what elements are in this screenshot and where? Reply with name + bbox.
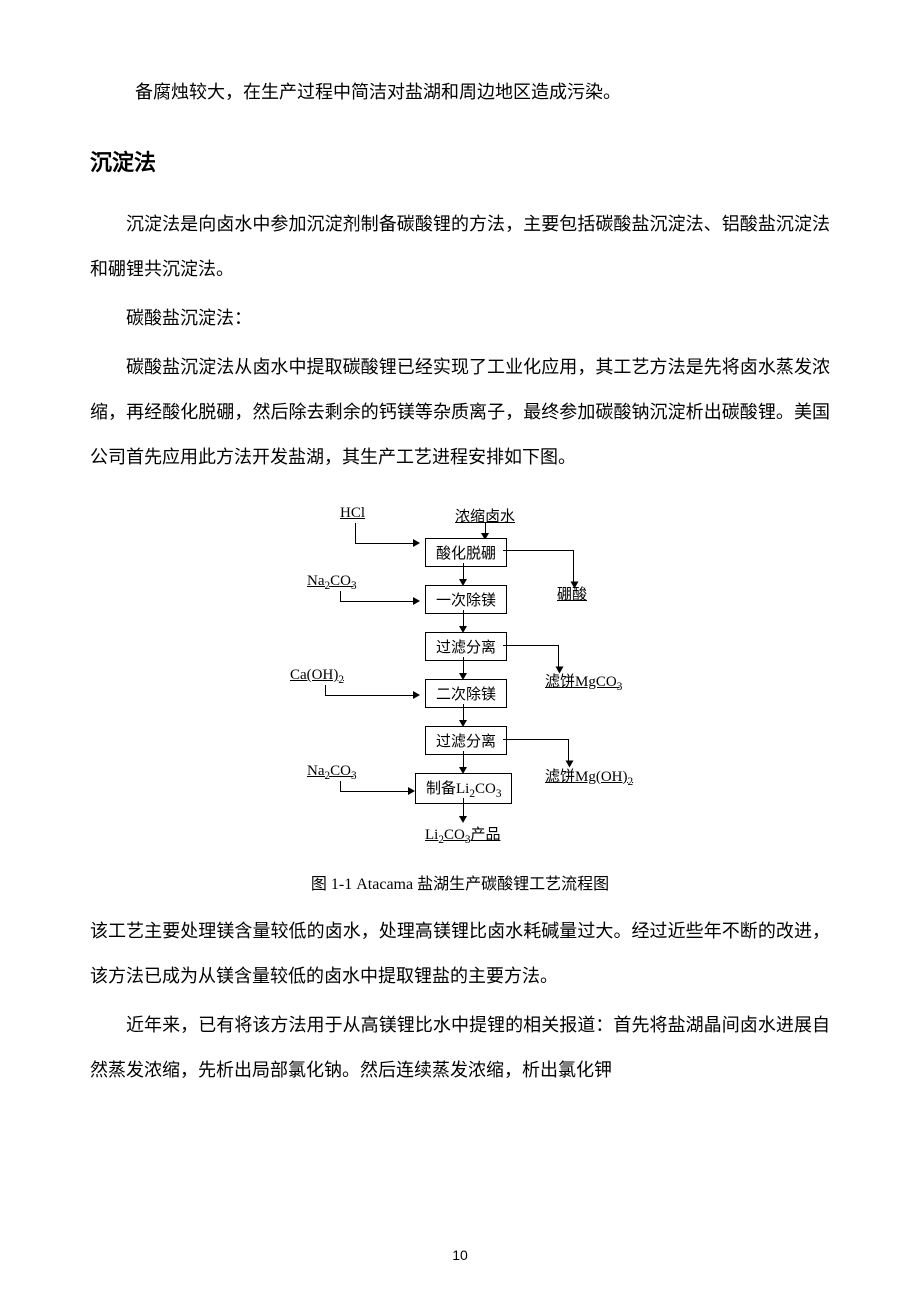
paragraph-1: 沉淀法是向卤水中参加沉淀剂制备碳酸锂的方法，主要包括碳酸盐沉淀法、铝酸盐沉淀法和… — [90, 202, 830, 292]
paragraph-3: 碳酸盐沉淀法从卤水中提取碳酸锂已经实现了工业化应用，其工艺方法是先将卤水蒸发浓缩… — [90, 345, 830, 480]
continuation-text: 备腐烛较大，在生产过程中简洁对盐湖和周边地区造成污染。 — [90, 70, 830, 115]
label-na2co3-1: Na2CO3 — [307, 573, 357, 592]
label-na2co3-2: Na2CO3 — [307, 763, 357, 782]
section-heading: 沉淀法 — [90, 145, 830, 177]
paragraph-4: 该工艺主要处理镁含量较低的卤水，处理高镁锂比卤水耗碱量过大。经过近些年不断的改进… — [90, 909, 830, 999]
paragraph-5: 近年来，已有将该方法用于从高镁锂比水中提锂的相关报道：首先将盐湖晶间卤水进展自然… — [90, 1003, 830, 1093]
box-filter-1: 过滤分离 — [425, 632, 507, 661]
label-mgoh2: 滤饼Mg(OH)2 — [545, 765, 633, 788]
label-mgco3: 滤饼MgCO3 — [545, 670, 622, 693]
label-caoh2: Ca(OH)2 — [290, 667, 344, 686]
label-hcl: HCl — [340, 505, 365, 522]
box-filter-2: 过滤分离 — [425, 726, 507, 755]
page-number: 10 — [452, 1247, 468, 1263]
label-li2co3-product: Li2CO3产品 — [425, 823, 500, 846]
box-second-mg: 二次除镁 — [425, 679, 507, 708]
box-acidify: 酸化脱硼 — [425, 538, 507, 567]
label-boric-acid: 硼酸 — [557, 583, 587, 604]
paragraph-2: 碳酸盐沉淀法： — [90, 296, 830, 341]
figure-caption: 图 1-1 Atacama 盐湖生产碳酸锂工艺流程图 — [90, 870, 830, 894]
flowchart-container: HCl 浓缩卤水 酸化脱硼 硼酸 Na2CO3 一次除镁 过滤分离 — [90, 505, 830, 855]
box-first-mg: 一次除镁 — [425, 585, 507, 614]
flowchart: HCl 浓缩卤水 酸化脱硼 硼酸 Na2CO3 一次除镁 过滤分离 — [245, 505, 675, 855]
